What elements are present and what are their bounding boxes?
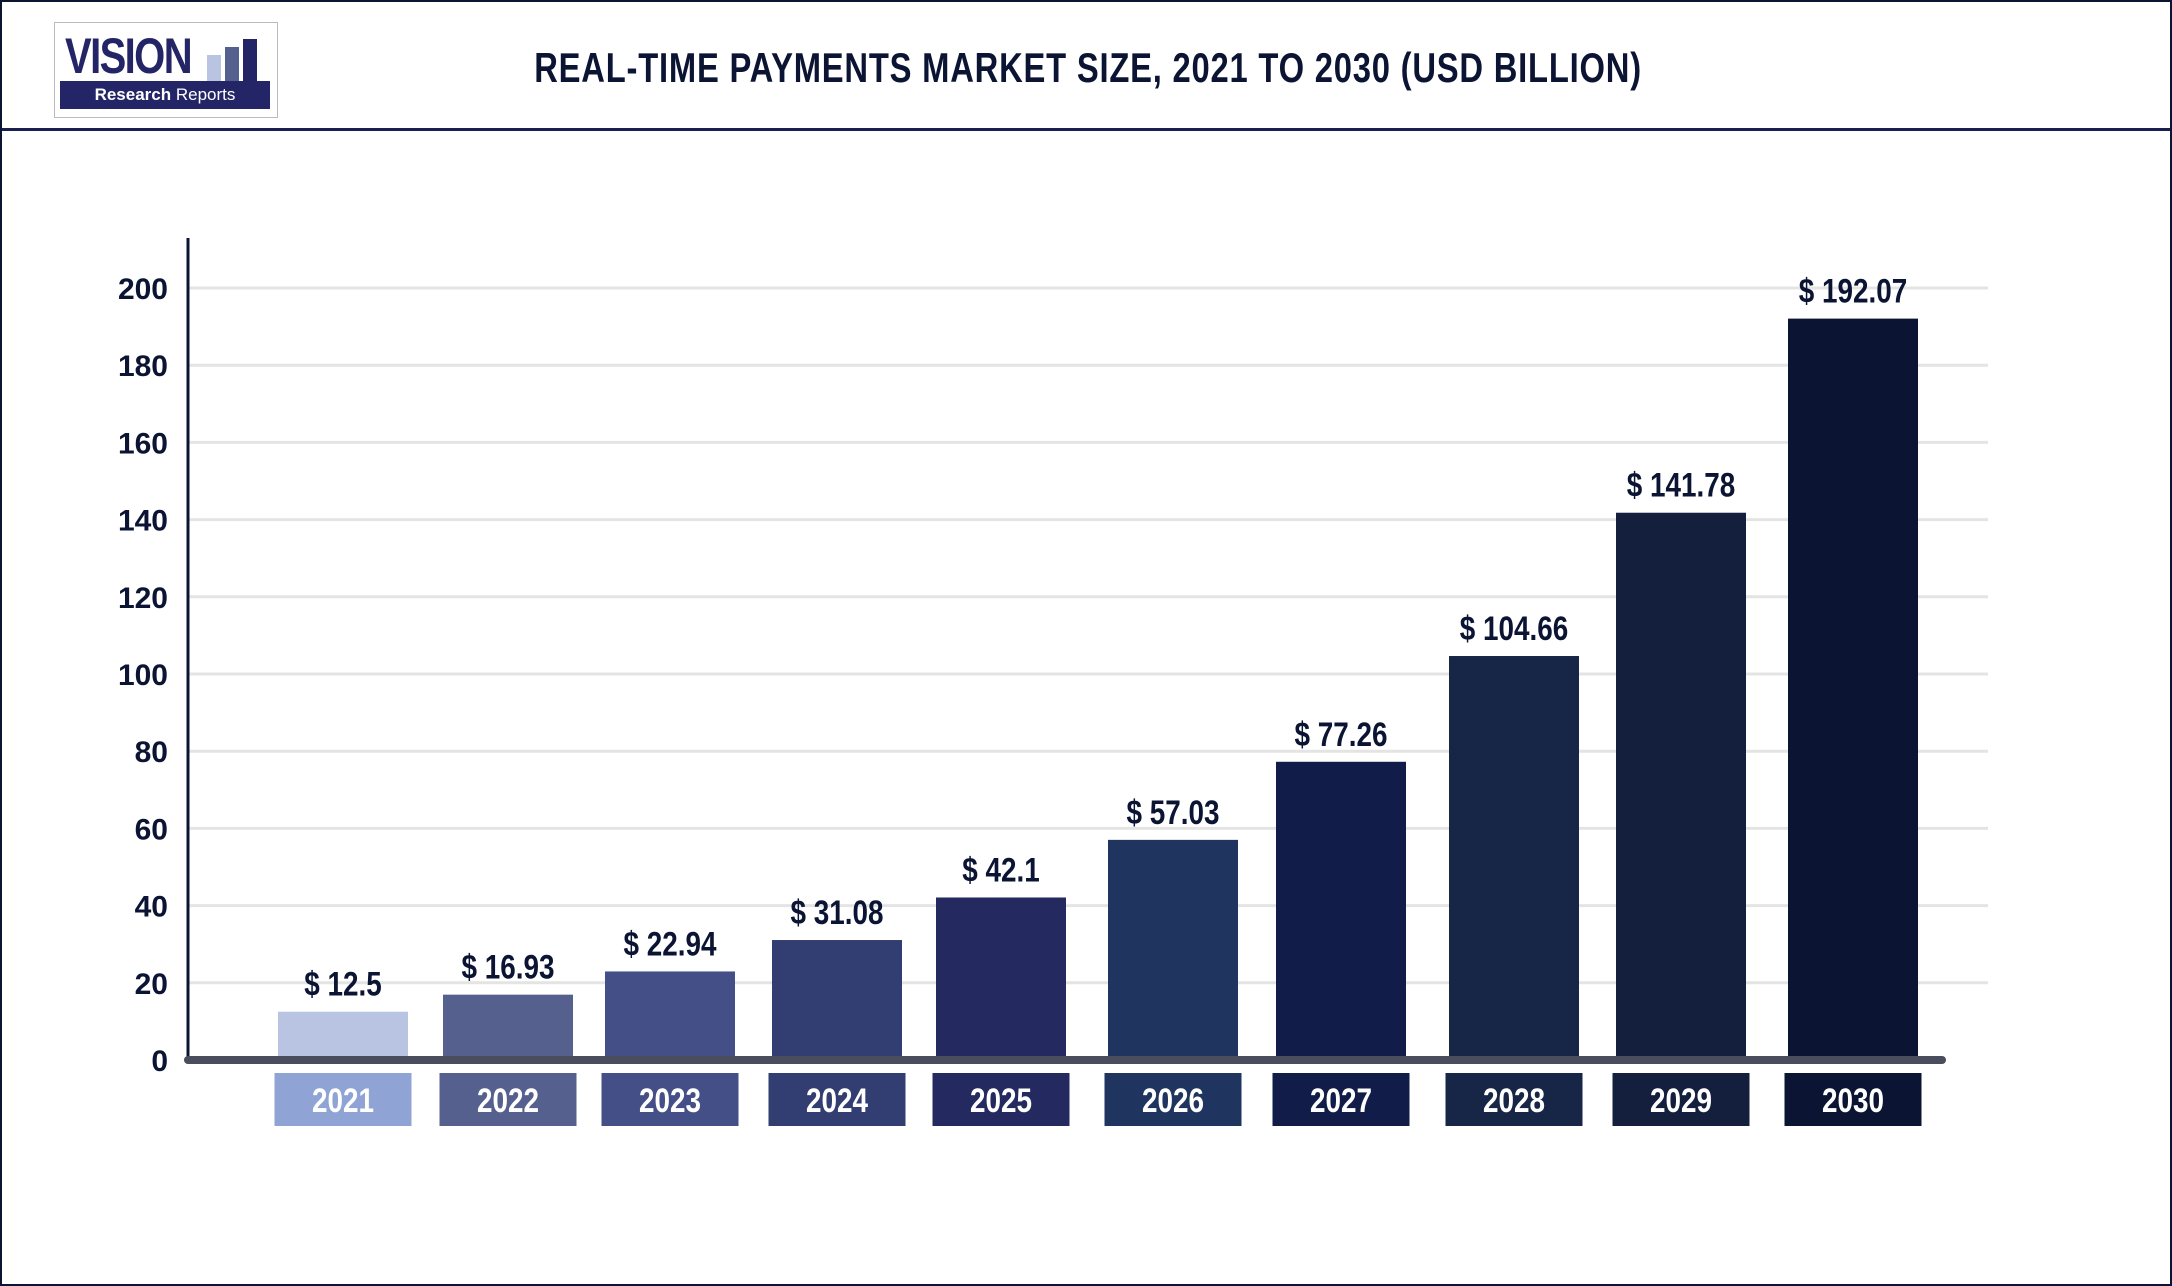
logo-word: VISION [65,28,193,84]
bar-2023 [605,971,735,1060]
x-category-box [439,1073,577,1126]
x-category-box [1272,1073,1410,1126]
bar-2026 [1108,839,1238,1060]
y-tick-label: 20 [135,968,168,1001]
x-tick-label: 2025 [970,1081,1032,1119]
x-category-box [932,1073,1070,1126]
x-category-box [1445,1073,1583,1126]
chart-title: REAL-TIME PAYMENTS MARKET SIZE, 2021 TO … [2,44,2172,92]
logo-tagline: Research Reports [60,81,270,109]
data-label: $ 57.03 [1127,793,1220,831]
y-tick-label: 160 [118,427,168,460]
y-tick-label: 60 [135,813,168,846]
logo-tagline-bold: Research [94,85,172,104]
y-tick-label: 100 [118,659,168,692]
x-tick-label: 2024 [806,1081,869,1119]
bar-2025 [936,897,1066,1060]
data-label: $ 42.1 [962,851,1039,889]
y-tick-label: 140 [118,505,168,538]
x-tick-label: 2022 [477,1081,539,1119]
y-tick-label: 180 [118,350,168,383]
y-tick-label: 80 [135,736,168,769]
bar-2024 [772,940,902,1060]
bar-2030 [1788,318,1918,1060]
header: VISION Research Reports REAL-TIME PAYMEN… [2,2,2170,131]
bar-2027 [1276,761,1406,1060]
bar-2022 [443,994,573,1060]
data-label: $ 77.26 [1295,715,1388,753]
x-tick-label: 2021 [312,1081,374,1119]
y-tick-label: 200 [118,273,168,306]
x-tick-label: 2023 [639,1081,701,1119]
bar-2028 [1449,656,1579,1060]
x-category-box [274,1073,412,1126]
x-category-box [601,1073,739,1126]
y-tick-label: 120 [118,582,168,615]
data-label: $ 192.07 [1799,272,1907,310]
vision-research-reports-logo: VISION Research Reports [54,22,278,118]
data-label: $ 31.08 [791,893,884,931]
x-tick-label: 2028 [1483,1081,1545,1119]
logo-tagline-text: Reports [175,85,236,104]
x-category-box [1612,1073,1750,1126]
x-tick-label: 2027 [1310,1081,1372,1119]
x-category-box [1104,1073,1242,1126]
data-label: $ 22.94 [624,925,718,963]
logo-bars-icon [207,39,257,83]
chart-title-text: REAL-TIME PAYMENTS MARKET SIZE, 2021 TO … [534,44,1642,91]
y-tick-label: 0 [151,1045,168,1078]
x-category-box [1784,1073,1922,1126]
bar-2021 [278,1011,408,1060]
bar-2029 [1616,512,1746,1060]
data-label: $ 141.78 [1627,466,1735,504]
data-label: $ 104.66 [1460,609,1568,647]
x-category-box [768,1073,906,1126]
y-tick-label: 40 [135,891,168,924]
data-label: $ 12.5 [304,965,381,1003]
x-tick-label: 2026 [1142,1081,1204,1119]
x-tick-label: 2030 [1822,1081,1884,1119]
data-label: $ 16.93 [462,948,555,986]
x-tick-label: 2029 [1650,1081,1712,1119]
